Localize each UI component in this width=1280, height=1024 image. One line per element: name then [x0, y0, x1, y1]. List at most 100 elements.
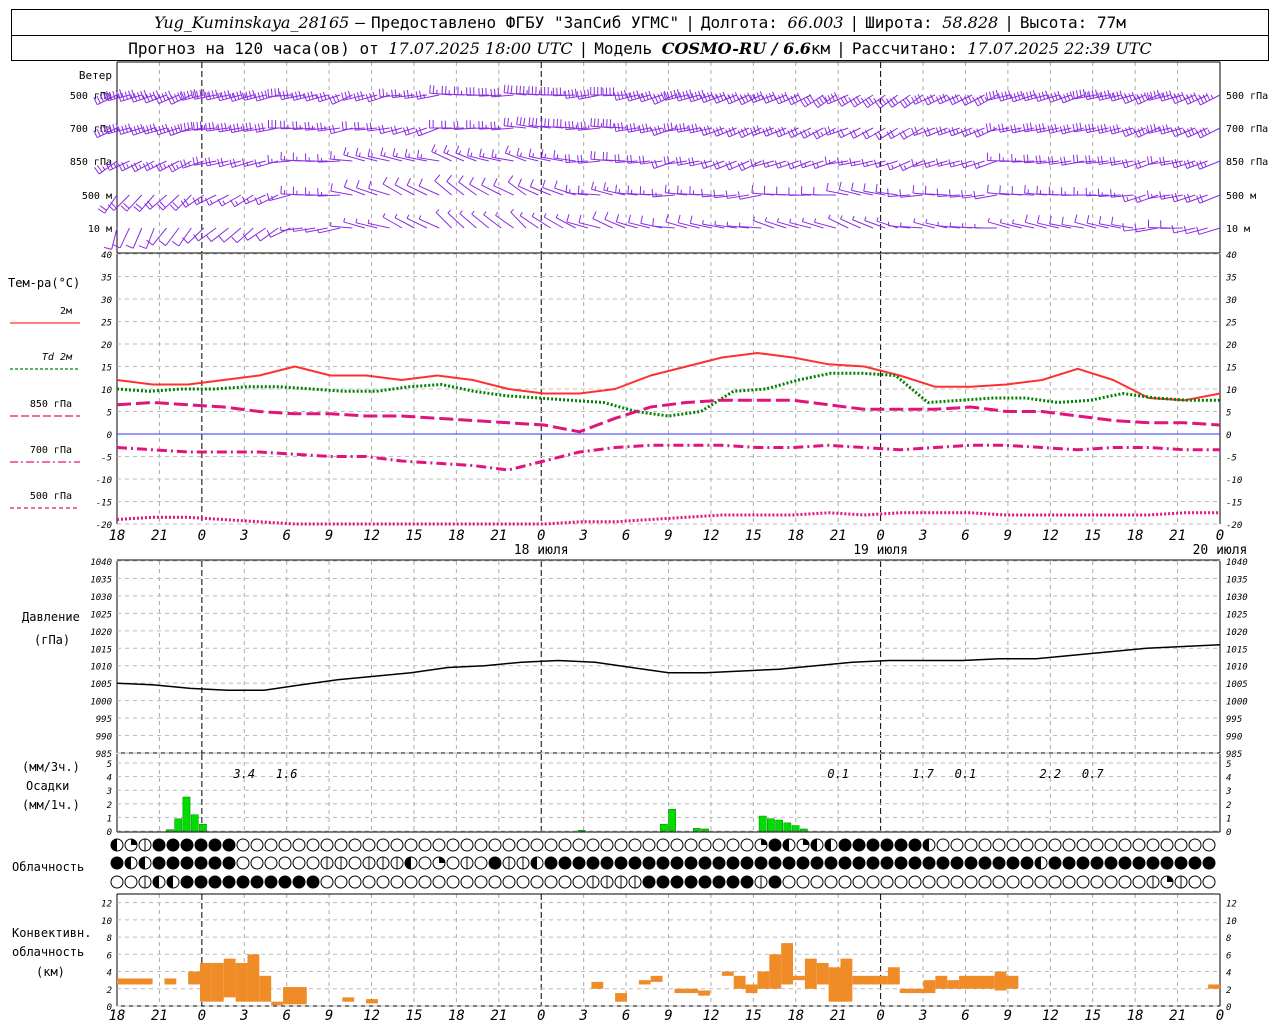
- wind-barb: [167, 124, 192, 136]
- pressure-tick-label: 1010: [90, 663, 112, 673]
- wind-barb: [840, 215, 861, 229]
- hour-tick-label: 6: [622, 528, 630, 544]
- wind-barb: [801, 217, 824, 229]
- wind-barb: [688, 89, 713, 103]
- wind-barb: [491, 149, 514, 162]
- wind-barb: [650, 125, 675, 136]
- wind-barb: [973, 94, 998, 107]
- conv-bar: [615, 993, 627, 1002]
- wind-barb: [787, 160, 812, 170]
- wind-barb: [130, 123, 155, 136]
- cloud-symbol: [796, 838, 810, 852]
- conv-tick-label-right: 6: [1226, 951, 1231, 961]
- cloud-symbol: [1146, 838, 1160, 852]
- hour-tick-label: 3: [239, 1008, 248, 1024]
- wind-barb: [604, 211, 626, 229]
- wind-barb: [626, 154, 650, 164]
- cloud-symbol: [1132, 856, 1146, 870]
- wind-barb: [999, 153, 1022, 162]
- cloud-symbol: [880, 838, 894, 852]
- cloud-symbol: [768, 875, 782, 889]
- labels-layer: 18 21 0 3 6 9 12 15 18 21 0 3 6 9 12 15 18 21 0 3 6 9 12 15 18 21…: [109, 528, 1248, 1024]
- cloud-symbol: [1048, 875, 1062, 889]
- wind-barb: [862, 94, 886, 109]
- wind-barb: [255, 227, 279, 242]
- temp-tick-label: 20: [101, 341, 112, 351]
- wind-barb: [402, 126, 427, 136]
- cloud-symbol: [1118, 875, 1132, 889]
- cloud-symbol: [992, 856, 1006, 870]
- precip-bar: [660, 823, 668, 832]
- wind-barb: [762, 159, 787, 168]
- wind-barb: [1024, 214, 1047, 229]
- conv-bar: [840, 958, 853, 1002]
- precip-3h-label: 1.6: [276, 767, 298, 781]
- temp-tick-label: 30: [100, 296, 112, 306]
- cloud-symbol: [642, 838, 656, 852]
- wind-barb: [105, 89, 130, 102]
- cloud-symbol: [572, 856, 586, 870]
- wind-barb: [241, 89, 266, 101]
- cloud-symbol: [474, 838, 488, 852]
- temp-tick-label: -20: [96, 521, 112, 531]
- conv-tick-label: 0: [107, 1003, 112, 1013]
- hour-tick-label: 9: [1004, 528, 1012, 544]
- hour-tick-label: 18: [109, 1008, 126, 1024]
- conv-bar: [342, 997, 355, 1002]
- wind-barb: [1196, 160, 1221, 170]
- wind-barb: [105, 123, 130, 135]
- wind-barb: [1134, 223, 1159, 233]
- station-name: Yug_Kuminskaya_28165: [154, 13, 350, 32]
- temp-tick-label-right: 30: [1225, 296, 1237, 306]
- precip-bar: [767, 818, 775, 832]
- wind-barb: [317, 188, 341, 197]
- cloud-symbol: [110, 856, 124, 870]
- cloud-symbol: [390, 875, 404, 889]
- precip-unit-3h: (мм/3ч.): [22, 760, 80, 774]
- cloud-symbol: [138, 856, 152, 870]
- wind-barb: [824, 156, 849, 165]
- temperature-panel: 40 40 35 35 30 30 25 25 20 20 15 15 10 10 5 5 0 0 -5 -5 -10 -…: [8, 251, 1242, 531]
- wind-barb: [948, 159, 973, 168]
- wind-barb: [354, 121, 378, 131]
- wind-barb: [590, 118, 613, 129]
- conv-tick-label-right: 10: [1226, 917, 1237, 927]
- cloud-symbol: [866, 856, 880, 870]
- cloud-symbol: [824, 838, 838, 852]
- latitude-value: 58.828: [942, 13, 999, 32]
- altitude-label: Высота:: [1019, 13, 1088, 32]
- day-label: 19 июля: [853, 543, 908, 558]
- header-dash: —: [355, 13, 365, 32]
- cloud-symbol: [572, 875, 586, 889]
- wind-barb: [394, 177, 415, 196]
- cloud-symbol: [600, 838, 614, 852]
- cloud-symbol: [1076, 875, 1090, 889]
- conv-title-2: облачность: [12, 945, 84, 959]
- precip-tick-label-right: 5: [1226, 760, 1231, 770]
- conv-bar: [757, 971, 770, 989]
- hour-tick-label: 15: [1084, 1008, 1101, 1024]
- temp-tick-label: 0: [107, 431, 112, 441]
- wind-barb: [960, 160, 985, 169]
- wind-barb: [873, 159, 898, 168]
- wind-barb: [887, 188, 911, 198]
- wind-barb: [935, 158, 960, 167]
- wind-barb: [218, 227, 242, 243]
- wind-barb: [576, 89, 601, 100]
- temp-series-line: [116, 352, 1221, 402]
- cloud-symbol: [628, 856, 642, 870]
- wind-barb: [763, 185, 787, 196]
- wind-barb: [192, 89, 217, 100]
- separator: |: [578, 38, 589, 58]
- hour-tick-label: 21: [830, 528, 847, 544]
- cloud-symbol: [656, 875, 670, 889]
- cloud-symbol: [390, 838, 404, 852]
- cloud-symbol: [978, 875, 992, 889]
- temp-legend-label: 500 гПа: [30, 491, 72, 502]
- cloud-symbol: [824, 856, 838, 870]
- wind-barb: [614, 122, 638, 132]
- cloud-symbol: [600, 856, 614, 870]
- wind-barb: [1134, 159, 1159, 169]
- wind-barb: [1011, 186, 1035, 196]
- conv-tick-label: 4: [107, 969, 112, 979]
